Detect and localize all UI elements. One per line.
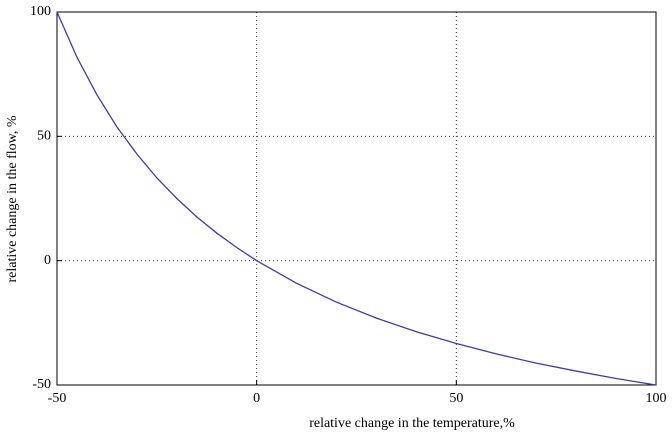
y-tick-label: 50 [37,129,51,144]
x-tick-label: 50 [449,391,463,406]
x-tick-label: -50 [48,391,67,406]
x-tick-label: 100 [646,391,667,406]
x-tick-label: 0 [253,391,260,406]
line-series [56,11,657,386]
y-tick-label: -50 [32,377,51,392]
y-axis-label: relative change in the flow, % [5,115,20,282]
x-axis-label: relative change in the temperature,% [309,416,515,431]
y-tick-label: 100 [30,4,51,19]
y-tick-label: 0 [44,253,51,268]
plot-frame [56,11,657,386]
